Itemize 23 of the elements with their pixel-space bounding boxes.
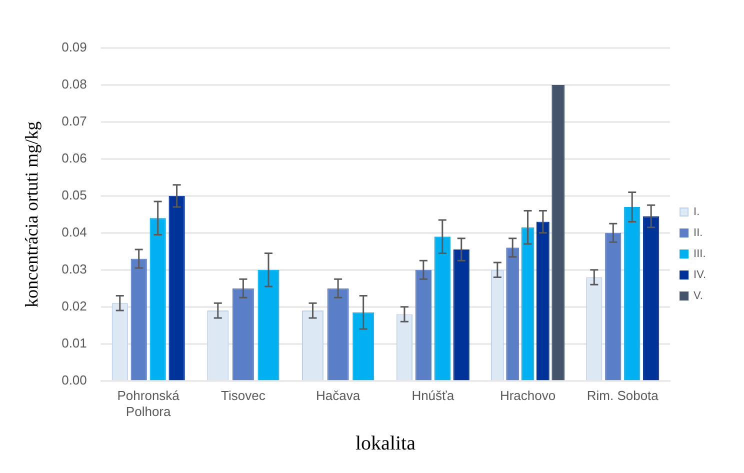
legend-label: I. — [694, 206, 700, 218]
x-tick-label: Hrachovo — [500, 388, 556, 404]
y-tick-label: 0.04 — [62, 224, 87, 240]
x-axis-title: lokalita — [355, 432, 416, 454]
y-tick-label: 0.05 — [62, 187, 87, 202]
y-tick-label: 0.03 — [62, 261, 87, 276]
y-tick-label: 0.01 — [62, 335, 87, 350]
y-tick-label: 0.09 — [62, 40, 87, 55]
x-tick-label: Tisovec — [221, 388, 266, 404]
legend-label: IV. — [694, 269, 706, 282]
y-tick-label: 0.00 — [62, 372, 87, 388]
y-tick-label: 0.08 — [62, 76, 87, 92]
x-tick-label: Rim. Sobota — [586, 388, 660, 404]
y-axis-title: koncentrácia ortuti mg/kg — [22, 121, 42, 308]
legend-label: V. — [694, 290, 703, 302]
y-tick-label: 0.02 — [62, 298, 87, 314]
y-tick-label: 0.06 — [62, 150, 87, 166]
x-tick-label: Hnúšťa — [412, 388, 455, 404]
x-tick-label: Hačava — [316, 388, 361, 404]
legend-label: III. — [694, 248, 706, 260]
x-tick-label: Pohronská Polhora — [117, 388, 180, 419]
legend-label: II. — [694, 227, 703, 240]
y-tick-label: 0.07 — [62, 114, 87, 129]
